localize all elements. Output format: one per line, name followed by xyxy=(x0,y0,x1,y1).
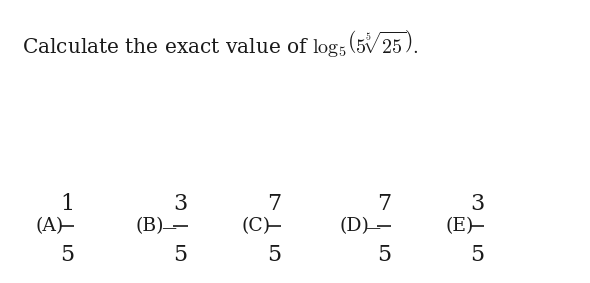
Text: 3: 3 xyxy=(173,193,188,215)
Text: 7: 7 xyxy=(377,193,391,215)
Text: (B): (B) xyxy=(136,217,164,235)
Text: 1: 1 xyxy=(60,193,74,215)
Text: 5: 5 xyxy=(267,244,281,266)
Text: 5: 5 xyxy=(60,244,74,266)
Text: (C): (C) xyxy=(242,217,271,235)
Text: (E): (E) xyxy=(445,217,474,235)
Text: 5: 5 xyxy=(173,244,188,266)
Text: 5: 5 xyxy=(470,244,484,266)
Text: Calculate the exact value of $\mathrm{log}_{5}\left(5\sqrt[5]{25}\right).$: Calculate the exact value of $\mathrm{lo… xyxy=(22,28,419,59)
Text: 7: 7 xyxy=(267,193,281,215)
Text: (D): (D) xyxy=(339,217,369,235)
Text: $-$: $-$ xyxy=(364,215,382,237)
Text: 5: 5 xyxy=(377,244,391,266)
Text: $-$: $-$ xyxy=(160,215,178,237)
Text: 3: 3 xyxy=(470,193,484,215)
Text: (A): (A) xyxy=(35,217,64,235)
